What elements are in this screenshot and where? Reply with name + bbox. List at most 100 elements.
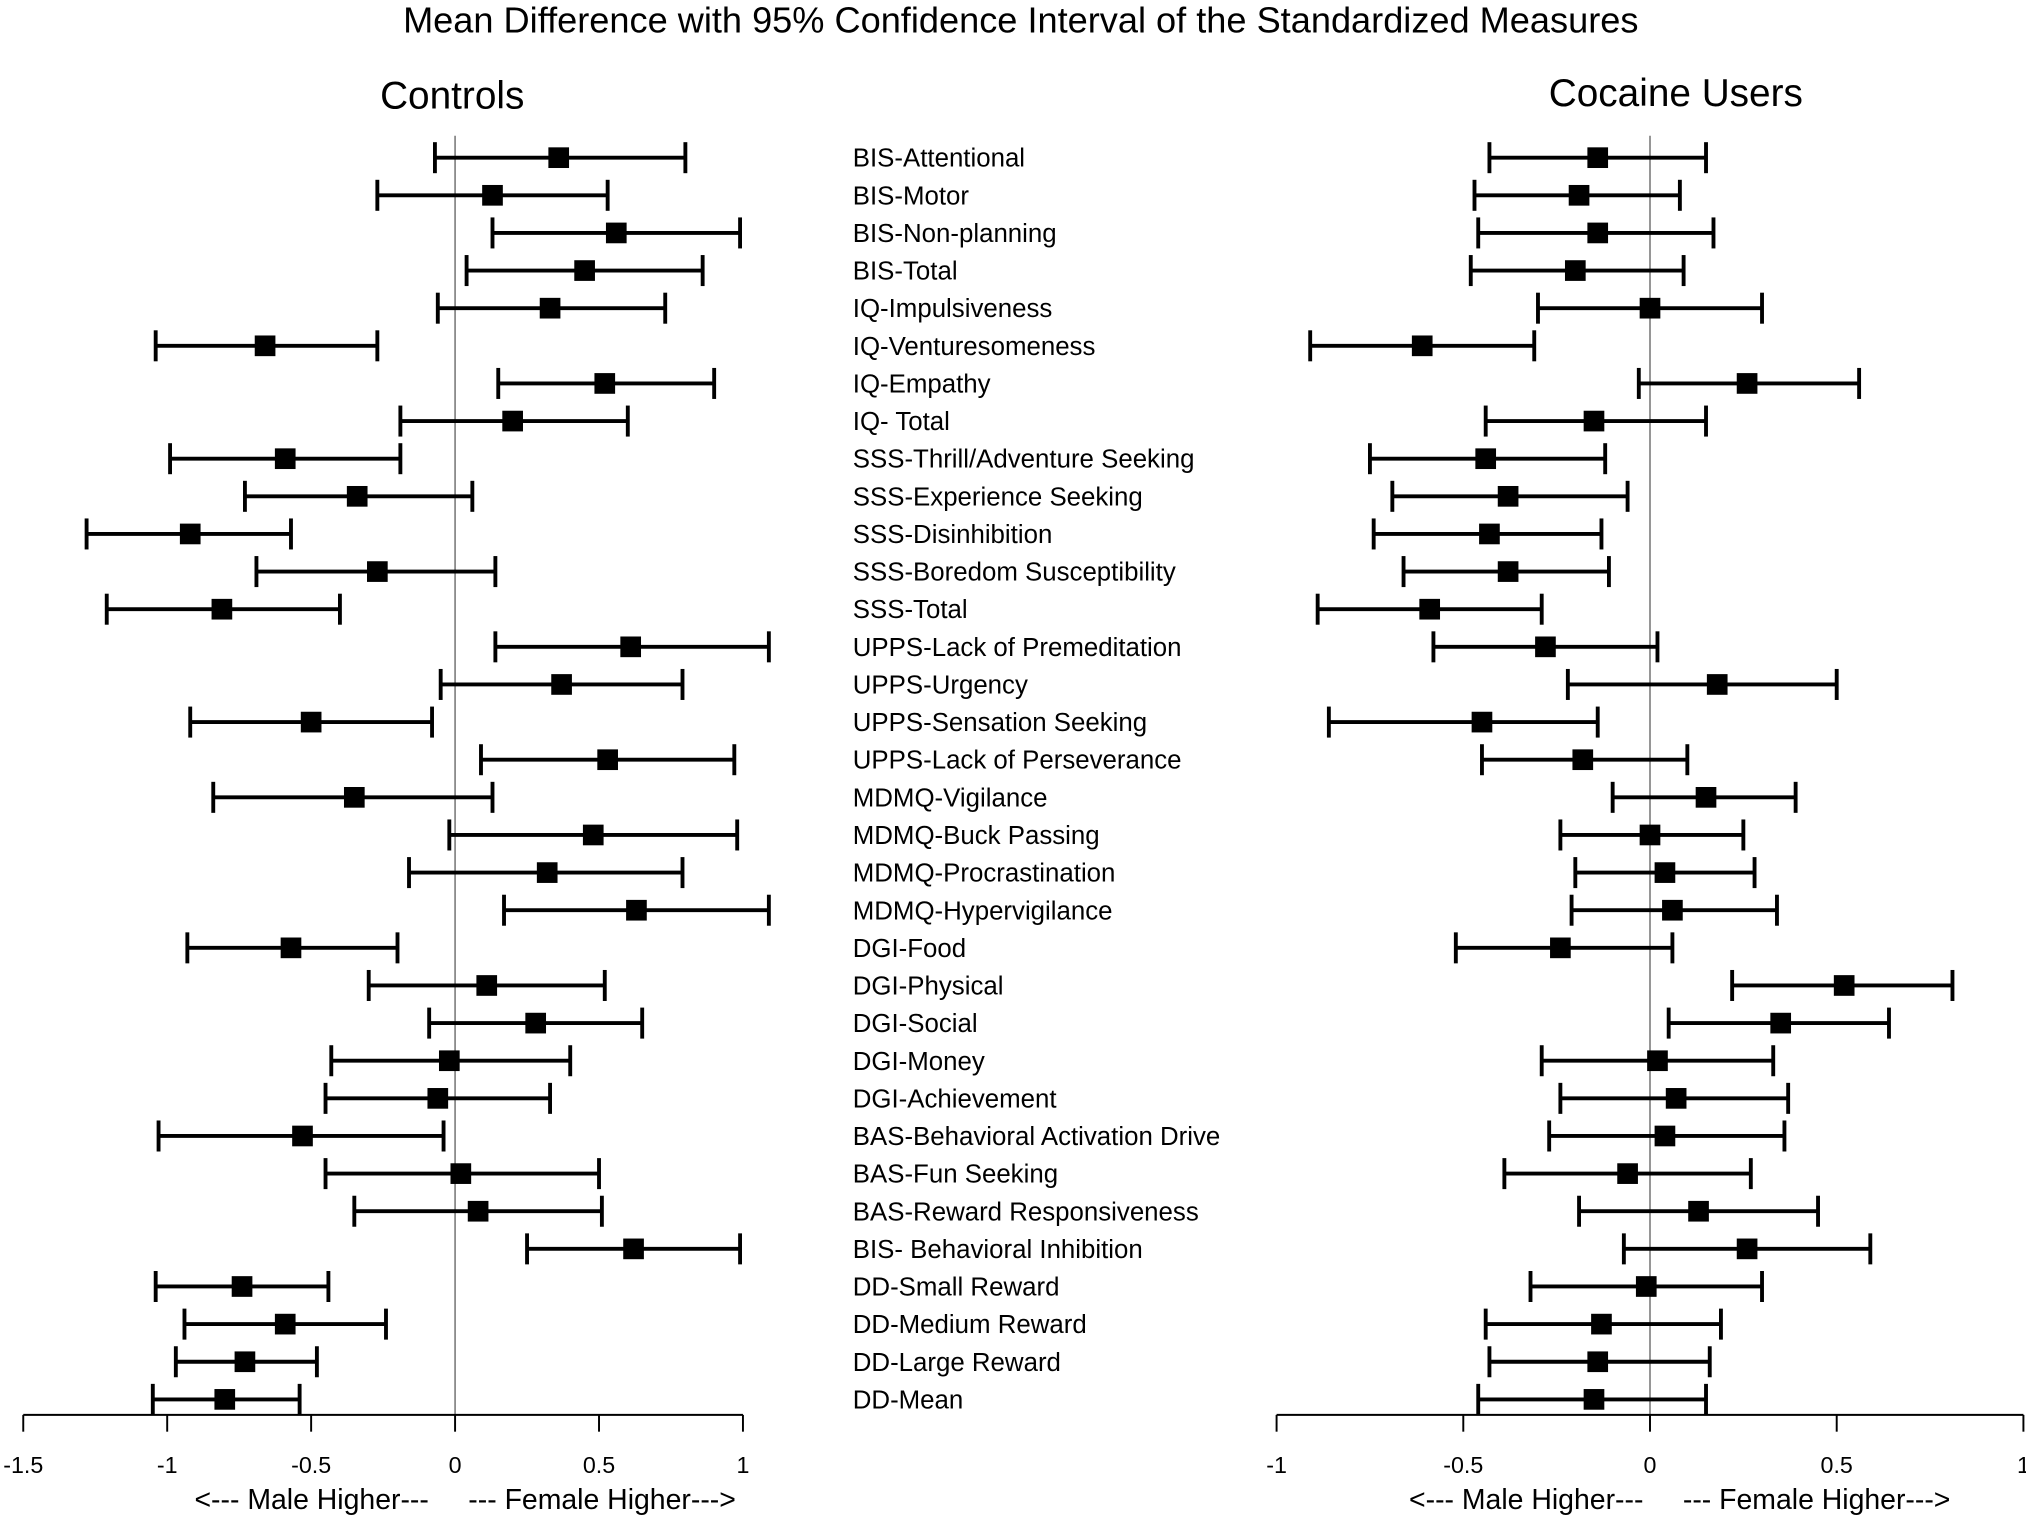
ci-row <box>502 894 771 926</box>
measure-label: SSS-Boredom Susceptibility <box>853 559 1176 587</box>
ci-row <box>1326 706 1600 738</box>
ci-row <box>1565 668 1839 700</box>
ci-row <box>438 668 685 700</box>
ci-row <box>1483 1308 1723 1340</box>
ci-row <box>84 518 293 550</box>
cocaine-users-panel: -1 -0.5 0 0.5 1 <box>1266 135 2026 1478</box>
mean-marker <box>274 1313 296 1335</box>
mean-marker <box>1419 598 1441 620</box>
mean-marker <box>1475 448 1497 470</box>
x-axis-label-controls: <--- Male Higher--- --- Female Higher---… <box>194 1484 735 1516</box>
mean-marker <box>1479 523 1500 545</box>
mean-marker <box>211 598 233 620</box>
ci-row <box>479 744 737 776</box>
mean-marker <box>1770 1012 1792 1034</box>
measure-label: BIS-Total <box>853 258 958 286</box>
ci-row <box>104 593 342 625</box>
mean-marker <box>450 1163 472 1184</box>
mean-marker <box>346 485 368 507</box>
x-tick-label: 0 <box>449 1452 462 1478</box>
ci-row <box>153 330 380 362</box>
ci-row <box>1476 217 1716 249</box>
mean-marker <box>367 561 388 582</box>
ci-row <box>173 1346 319 1378</box>
mean-marker <box>1497 561 1519 582</box>
mean-marker <box>343 787 365 808</box>
mean-marker <box>1639 824 1661 846</box>
mean-marker <box>1695 787 1717 808</box>
ci-row <box>1558 819 1746 851</box>
ci-row <box>1536 292 1764 324</box>
measure-label: DD-Small Reward <box>853 1274 1060 1302</box>
ci-row <box>435 292 668 324</box>
measure-label: BAS-Fun Seeking <box>853 1161 1058 1189</box>
measure-label: UPPS-Lack of Premeditation <box>853 634 1182 662</box>
x-tick-label: -0.5 <box>1443 1452 1483 1478</box>
x-tick-label: 0 <box>1644 1452 1657 1478</box>
ci-row <box>1730 969 1955 1001</box>
mean-marker <box>1564 260 1586 281</box>
ci-row <box>254 556 498 588</box>
ci-row <box>432 142 688 174</box>
measure-label: DGI-Physical <box>853 973 1004 1001</box>
measure-label: IQ- Total <box>853 408 950 436</box>
mean-marker <box>574 260 595 281</box>
mean-marker <box>427 1088 449 1109</box>
controls-panel: -1.5 -1 -0.5 0 0.5 1 <box>3 135 771 1478</box>
mean-marker <box>1587 147 1609 169</box>
ci-row <box>398 405 630 437</box>
x-tick-label: -1.5 <box>3 1452 43 1478</box>
ci-row <box>329 1045 573 1077</box>
mean-marker <box>582 824 604 846</box>
mean-marker <box>1639 297 1661 319</box>
ci-row <box>493 631 771 663</box>
measure-label: DGI-Food <box>853 935 966 963</box>
measure-label: DGI-Money <box>853 1048 985 1076</box>
mean-marker <box>597 749 618 771</box>
ci-row <box>1502 1158 1753 1190</box>
mean-marker <box>1635 1276 1657 1297</box>
measure-label: BIS-Non-planning <box>853 220 1057 248</box>
mean-marker <box>1471 711 1493 733</box>
mean-marker <box>1497 485 1519 507</box>
ci-row <box>525 1233 743 1265</box>
measure-label: BIS-Attentional <box>853 145 1025 173</box>
measure-label: MDMQ-Procrastination <box>853 860 1116 888</box>
ci-row <box>1487 142 1708 174</box>
measure-label: DD-Large Reward <box>853 1349 1061 1377</box>
mean-marker <box>1617 1163 1638 1184</box>
panel-title-controls: Controls <box>380 75 524 118</box>
mean-marker <box>1572 749 1594 771</box>
mean-marker <box>274 448 296 470</box>
measure-label: SSS-Disinhibition <box>853 521 1053 549</box>
ci-row <box>375 179 610 211</box>
measure-label: IQ-Impulsiveness <box>853 295 1053 323</box>
mean-marker <box>594 373 616 394</box>
mean-marker <box>502 410 523 432</box>
measure-label: DD-Mean <box>853 1386 964 1414</box>
mean-marker <box>1535 636 1556 658</box>
mean-marker <box>1654 862 1676 883</box>
mean-marker <box>292 1125 313 1147</box>
ci-row <box>1483 405 1708 437</box>
measure-label: DGI-Achievement <box>853 1085 1057 1113</box>
ci-row <box>496 367 717 399</box>
ci-row <box>1569 894 1779 926</box>
ci-row <box>1371 518 1604 550</box>
mean-marker <box>1662 899 1683 921</box>
ci-row <box>153 1270 331 1303</box>
ci-row <box>1621 1233 1873 1265</box>
ci-row <box>1558 1082 1791 1114</box>
mean-marker <box>539 297 561 319</box>
mean-marker <box>1833 975 1855 996</box>
measure-label: MDMQ-Hypervigilance <box>853 897 1113 925</box>
ci-row <box>323 1082 553 1114</box>
ci-row <box>168 443 403 475</box>
x-axis-label-cocaine-users: <--- Male Higher--- --- Female Higher---… <box>1409 1484 1950 1516</box>
ci-row <box>366 969 607 1001</box>
mean-marker <box>1587 1351 1609 1373</box>
ci-row <box>1528 1270 1764 1303</box>
mean-marker <box>626 899 647 921</box>
mean-marker <box>1550 937 1571 959</box>
